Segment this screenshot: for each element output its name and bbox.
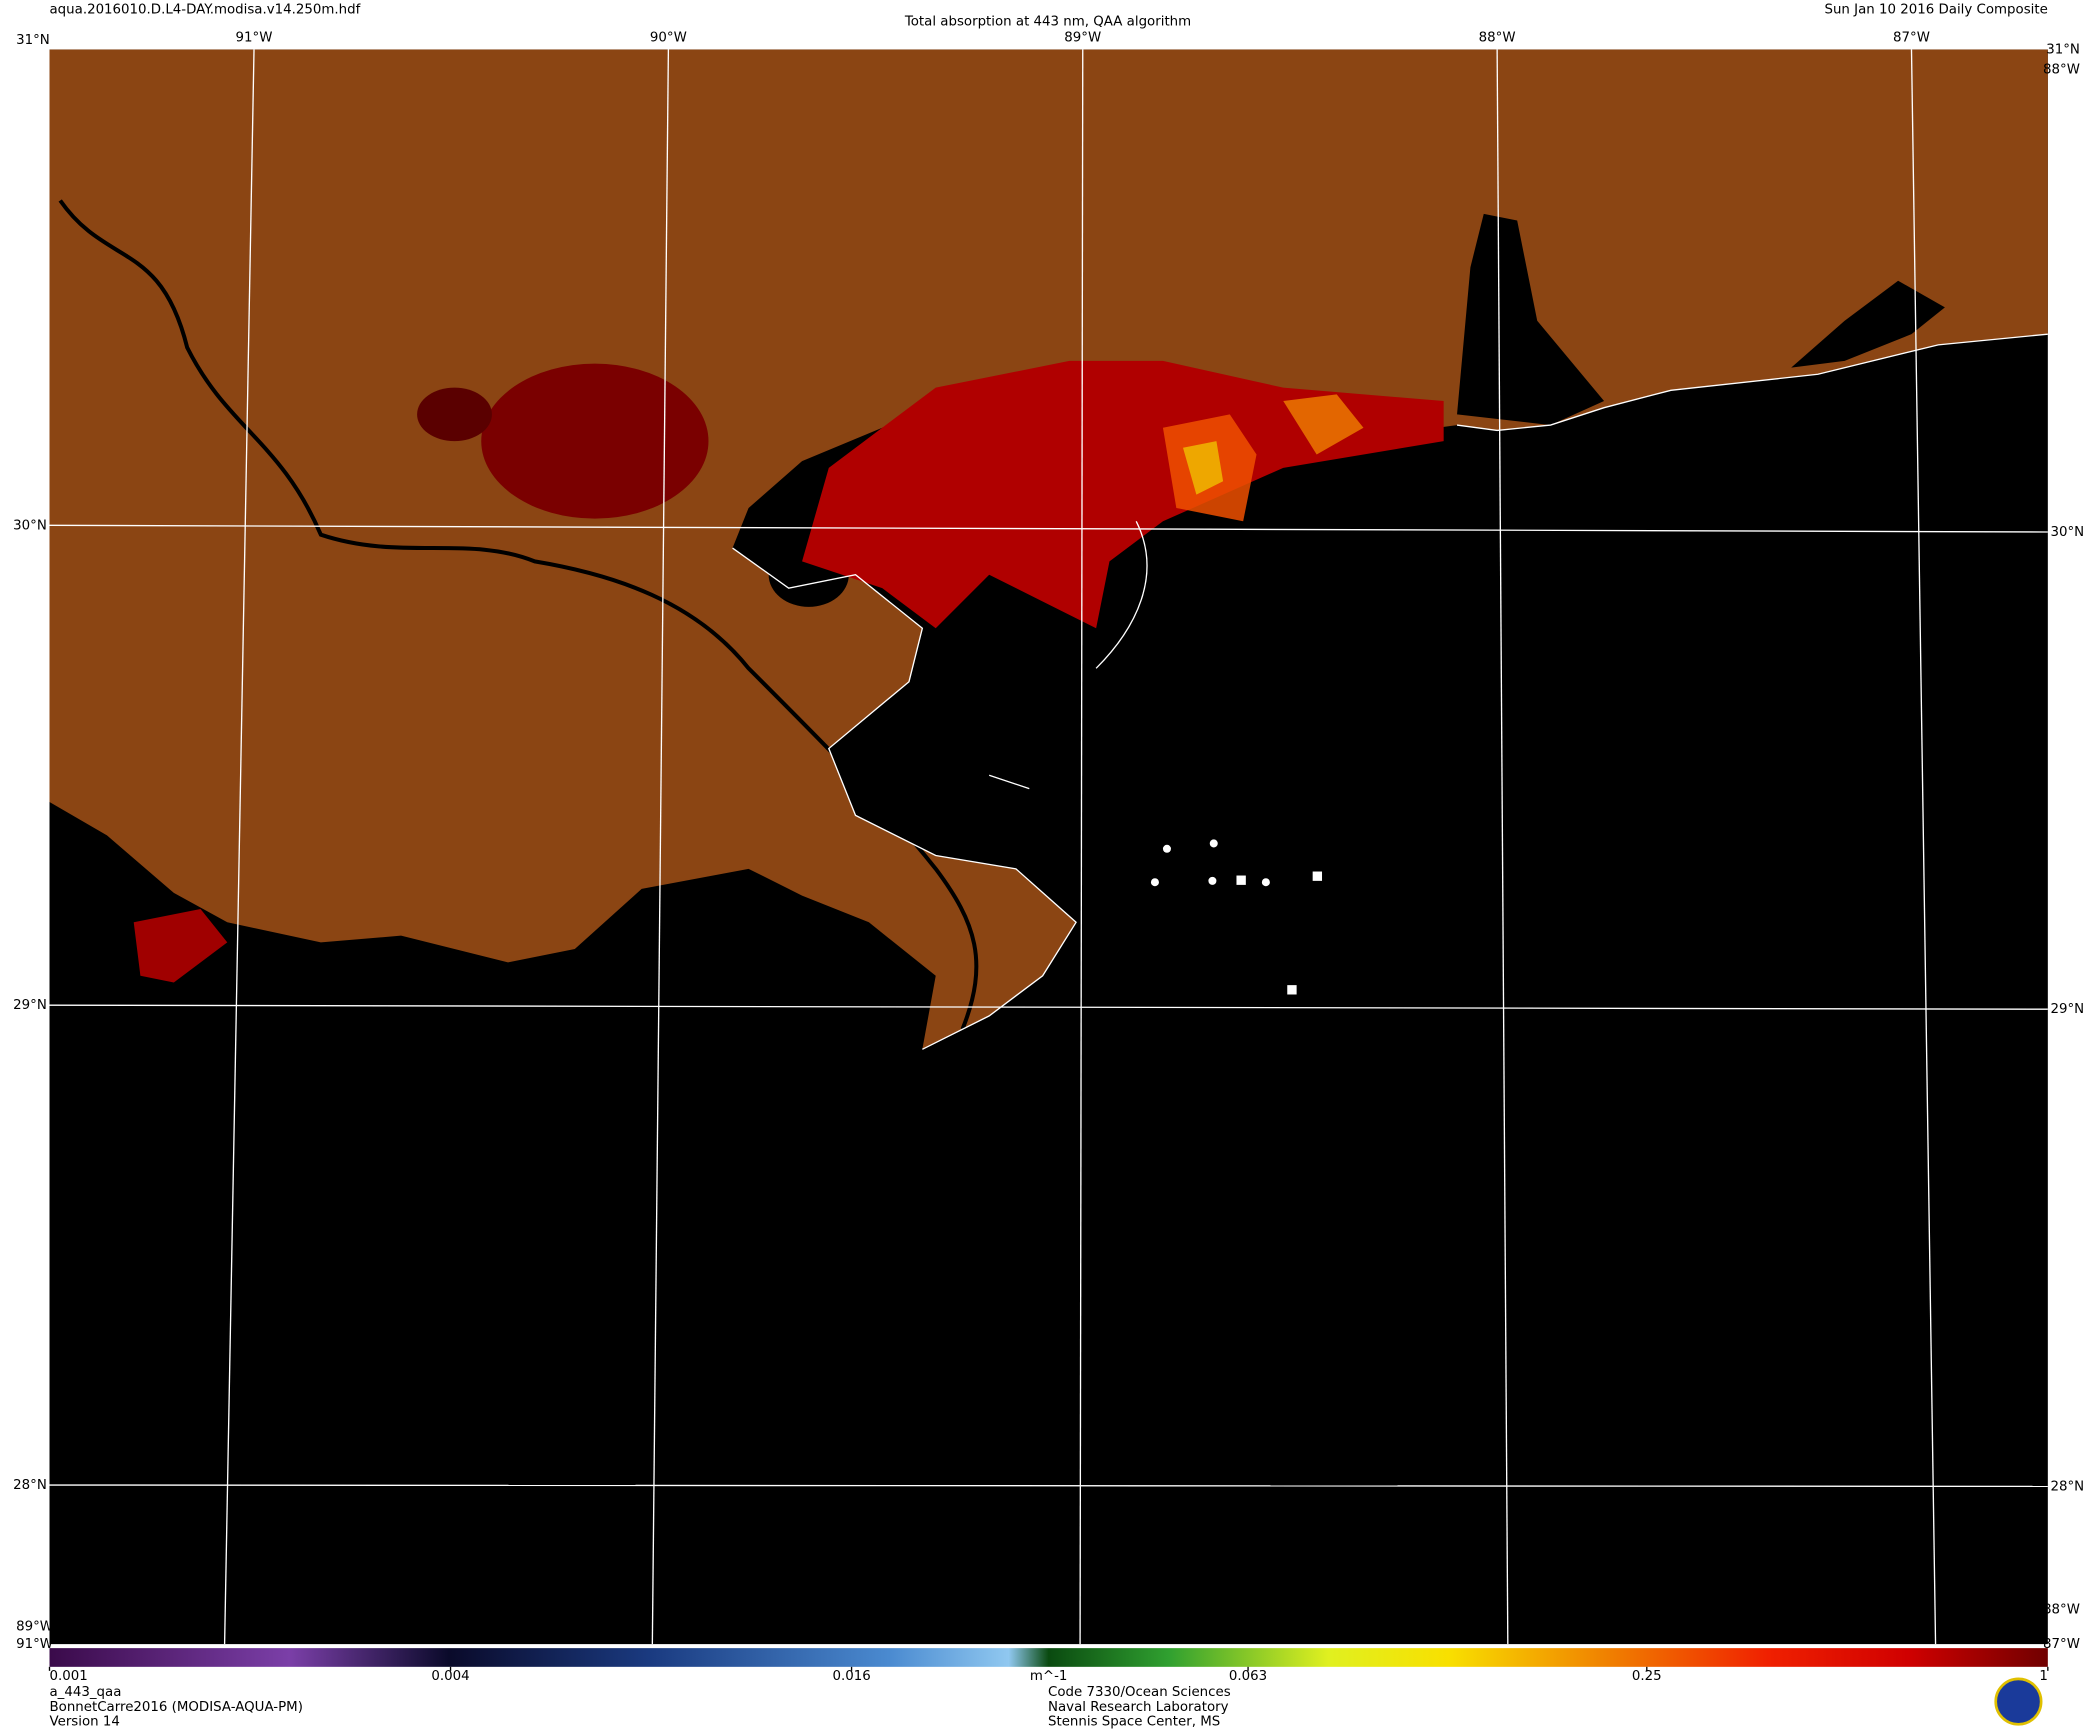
river <box>58 199 979 1030</box>
file-name: aqua.2016010.D.L4-DAY.modisa.v14.250m.hd… <box>50 2 361 17</box>
footer-left: Version 14 <box>50 1715 120 1730</box>
meridian <box>1496 49 1509 1645</box>
plume <box>802 360 1444 629</box>
nrl-logo <box>1994 1677 2043 1726</box>
land <box>49 49 2048 1050</box>
platform <box>1287 985 1297 995</box>
date: Sun Jan 10 2016 Daily Composite <box>1824 2 2047 17</box>
colorbar-tick-label: 0.063 <box>1229 1669 1267 1684</box>
platform <box>1261 878 1270 887</box>
footer-center: Naval Research Laboratory <box>1048 1700 1229 1715</box>
corner-label: 91°W <box>16 1637 53 1652</box>
footer-center: Stennis Space Center, MS <box>1048 1715 1220 1730</box>
parallel <box>49 524 2048 533</box>
lat-label-right: 29°N <box>2051 1002 2085 1017</box>
platforms <box>1150 839 1323 995</box>
platform <box>1208 876 1217 885</box>
colorbar-tick-label: 0.001 <box>50 1669 88 1684</box>
platform <box>1236 875 1246 885</box>
graticule <box>49 49 2048 1645</box>
footer-center: Code 7330/Ocean Sciences <box>1048 1685 1231 1700</box>
footer-left: BonnetCarre2016 (MODISA-AQUA-PM) <box>50 1700 303 1715</box>
lat-label-right: 28°N <box>2051 1479 2085 1494</box>
corner-label: 31°N <box>16 33 50 48</box>
colorbar-tick-label: 0.004 <box>431 1669 469 1684</box>
platform <box>1150 878 1159 887</box>
corner-label: 88°W <box>2043 1602 2080 1617</box>
meridian <box>651 49 670 1645</box>
lat-label-left: 28°N <box>13 1478 47 1493</box>
meridian <box>223 49 255 1645</box>
lon-label: 89°W <box>1064 30 1101 45</box>
footer-left: a_443_qaa <box>50 1685 122 1700</box>
pensacola-bay <box>1791 280 1945 368</box>
meridian <box>1910 49 1937 1645</box>
platform <box>1209 839 1218 848</box>
corner-label: 88°W <box>2043 63 2080 78</box>
corner-label: 89°W <box>16 1620 53 1635</box>
lake-maurepas <box>417 387 492 442</box>
lat-label-left: 29°N <box>13 998 47 1013</box>
lon-label: 90°W <box>650 30 687 45</box>
lon-label: 91°W <box>236 30 273 45</box>
lon-label: 87°W <box>1893 30 1930 45</box>
corner-label: 87°W <box>2043 1637 2080 1652</box>
plume-yellow <box>1183 441 1224 495</box>
meridian <box>1079 49 1084 1645</box>
colorbar-unit: m^-1 <box>1030 1669 1068 1684</box>
colorbar-tick-label: 0.25 <box>1632 1669 1662 1684</box>
colorbar-tick-label: 0.016 <box>832 1669 870 1684</box>
lat-label-right: 30°N <box>2051 525 2085 540</box>
plume-orange <box>1283 394 1364 455</box>
corner-label: 31°N <box>2046 42 2080 57</box>
lake-pontchartrain <box>481 363 709 519</box>
parallel <box>49 1004 2048 1010</box>
coastline <box>732 333 2048 1050</box>
platform <box>1312 871 1323 881</box>
parallel <box>49 1484 2048 1488</box>
lon-label: 88°W <box>1479 30 1516 45</box>
mobile-bay <box>1457 213 1605 426</box>
colorbar-tick-label: 1 <box>2039 1669 2048 1684</box>
map-title: Total absorption at 443 nm, QAA algorith… <box>904 14 1191 29</box>
platform <box>1162 844 1171 853</box>
lat-label-left: 30°N <box>13 518 47 533</box>
colorbar <box>49 1648 2048 1667</box>
west-patch <box>133 908 228 983</box>
